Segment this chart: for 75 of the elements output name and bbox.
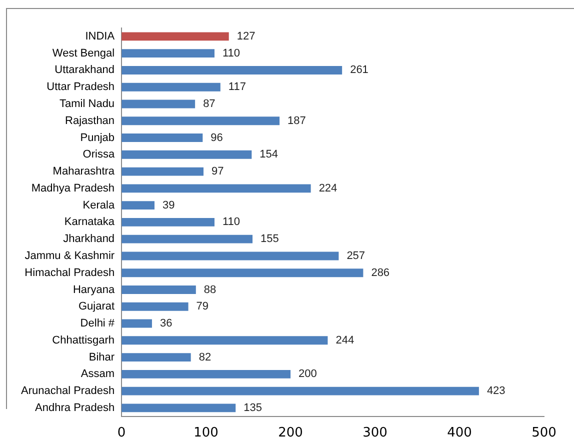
bar bbox=[122, 134, 203, 142]
data-label: 244 bbox=[336, 334, 354, 346]
bar bbox=[122, 100, 196, 108]
y-tick-label: Bihar bbox=[88, 351, 115, 364]
data-label: 286 bbox=[371, 266, 390, 279]
y-tick-label: West Bengal bbox=[52, 47, 115, 60]
y-tick-label: Chhattisgarh bbox=[52, 334, 115, 346]
data-label: 87 bbox=[203, 98, 216, 110]
data-label: 127 bbox=[236, 30, 256, 42]
y-tick-label: Arunachal Pradesh bbox=[20, 385, 115, 398]
bar bbox=[122, 353, 191, 362]
bar bbox=[122, 184, 311, 193]
y-tick-label: Assam bbox=[80, 368, 115, 380]
data-label: 135 bbox=[244, 402, 262, 414]
y-tick-label: Haryana bbox=[72, 284, 116, 296]
data-label: 117 bbox=[228, 81, 246, 94]
bar bbox=[122, 49, 214, 58]
y-tick-label: Punjab bbox=[80, 132, 115, 144]
bar bbox=[122, 302, 188, 311]
bar bbox=[122, 218, 214, 226]
bar bbox=[122, 32, 229, 41]
bar bbox=[122, 268, 364, 278]
y-tick-label: Andhra Pradesh bbox=[35, 402, 115, 414]
x-tick-label: 0 bbox=[117, 426, 126, 441]
y-tick-label: Delhi # bbox=[80, 318, 116, 330]
bar bbox=[122, 286, 196, 294]
bar bbox=[122, 386, 479, 396]
bar bbox=[122, 234, 253, 244]
data-label: 82 bbox=[198, 351, 212, 364]
data-label: 155 bbox=[260, 233, 279, 246]
data-label: 187 bbox=[288, 114, 306, 127]
y-tick-label: Maharashtra bbox=[52, 166, 116, 178]
x-tick-label: 200 bbox=[278, 426, 303, 441]
y-tick-label: Jharkhand bbox=[63, 233, 115, 246]
y-tick-label: Karnataka bbox=[64, 216, 116, 228]
x-tick-label: 500 bbox=[532, 426, 556, 441]
bar bbox=[122, 201, 155, 210]
bar bbox=[122, 336, 328, 345]
data-label: 200 bbox=[298, 368, 317, 380]
x-tick-label: 400 bbox=[447, 426, 472, 441]
bar bbox=[122, 150, 252, 159]
x-tick-label: 100 bbox=[194, 426, 218, 441]
bar bbox=[122, 167, 204, 176]
y-tick-label: Orissa bbox=[82, 148, 116, 161]
y-tick-label: Madhya Pradesh bbox=[31, 182, 115, 194]
y-tick-label: Uttar Pradesh bbox=[46, 81, 115, 94]
bar bbox=[122, 404, 236, 412]
data-label: 261 bbox=[350, 64, 368, 76]
data-label: 79 bbox=[196, 300, 209, 313]
data-label: 154 bbox=[260, 148, 278, 161]
data-label: 257 bbox=[346, 250, 366, 262]
bar bbox=[122, 66, 342, 74]
y-tick-label: Himachal Pradesh bbox=[24, 266, 115, 279]
data-label: 110 bbox=[222, 47, 240, 60]
bar bbox=[122, 82, 220, 92]
bar bbox=[122, 370, 291, 378]
data-label: 97 bbox=[212, 166, 224, 178]
data-label: 423 bbox=[486, 385, 506, 398]
y-tick-label: INDIA bbox=[85, 30, 116, 42]
data-label: 36 bbox=[160, 318, 172, 330]
bar bbox=[122, 116, 280, 126]
y-tick-label: Kerala bbox=[82, 199, 116, 212]
y-tick-label: Jammu & Kashmir bbox=[24, 250, 115, 262]
data-label: 224 bbox=[318, 182, 338, 194]
x-tick-label: 300 bbox=[362, 426, 388, 441]
bar bbox=[122, 252, 339, 260]
y-tick-label: Tamil Nadu bbox=[60, 98, 115, 110]
y-tick-label: Gujarat bbox=[78, 300, 115, 313]
data-label: 88 bbox=[204, 284, 216, 296]
bar bbox=[122, 319, 152, 328]
y-tick-label: Uttarakhand bbox=[54, 64, 115, 76]
data-label: 96 bbox=[210, 132, 223, 144]
data-label: 110 bbox=[222, 216, 240, 228]
y-tick-label: Rajasthan bbox=[65, 114, 115, 127]
data-label: 39 bbox=[162, 199, 175, 212]
